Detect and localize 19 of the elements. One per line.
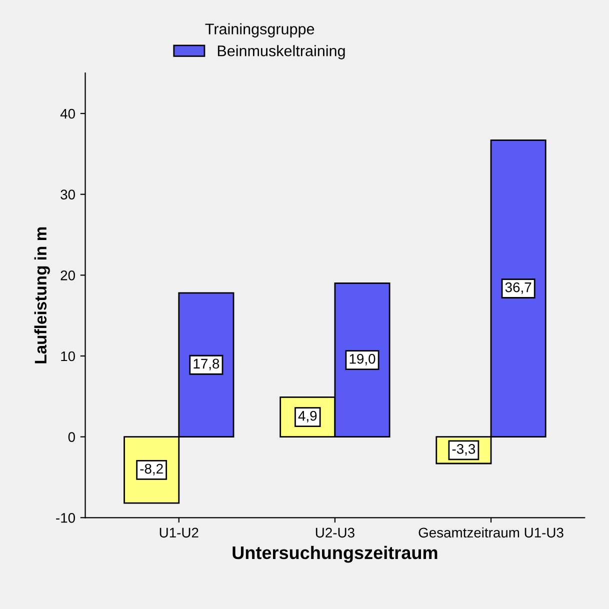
y-tick-label: -10	[56, 512, 75, 523]
y-tick-label: 10	[61, 351, 75, 362]
data-label: -8,2	[140, 464, 163, 476]
x-tick-label: U1-U2	[160, 528, 198, 538]
x-tick-label: Gesamtzeitraum U1-U3	[418, 527, 564, 538]
y-tick-label: 0	[68, 432, 75, 442]
legend-label: Beinmuskeltraining	[218, 45, 345, 60]
y-tick-label: 40	[60, 108, 75, 119]
x-tick-label: U2-U3	[316, 528, 354, 538]
x-axis-title: Untersuchungszeitraum	[232, 546, 438, 563]
data-label: 36,7	[505, 282, 532, 294]
data-label: 4,9	[298, 410, 317, 422]
legend-title: Trainingsgruppe	[205, 23, 314, 38]
data-label: 17,8	[194, 358, 220, 370]
data-label: 19,0	[350, 354, 376, 366]
y-tick-label: 30	[60, 190, 75, 200]
y-tick-label: 20	[60, 270, 75, 280]
y-axis-title: Laufleistung in m	[34, 227, 50, 364]
data-label: -3,3	[452, 444, 476, 456]
